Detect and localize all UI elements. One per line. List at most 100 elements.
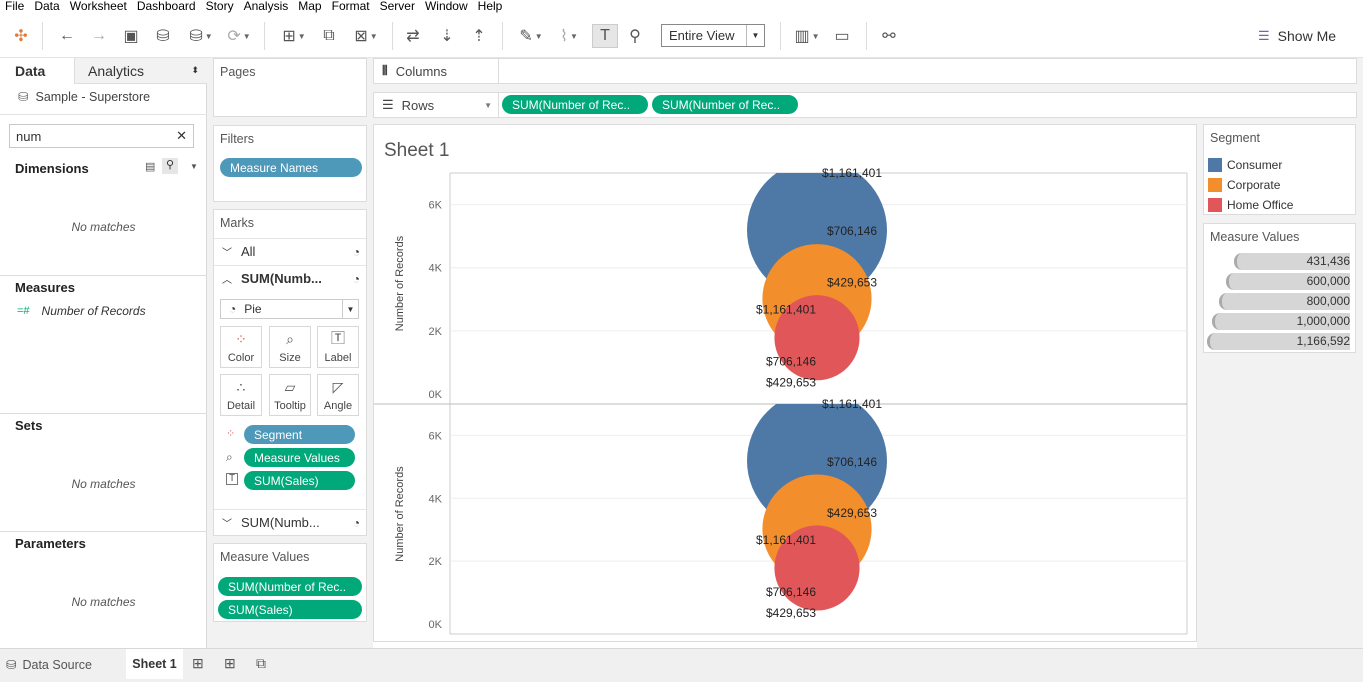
marks-color-button[interactable]: ⁘ Color: [220, 326, 262, 368]
menu-story[interactable]: Story: [205, 0, 234, 13]
mark-type-dropdown[interactable]: ◔ Pie ▼: [220, 299, 359, 319]
mark-label: $429,653: [766, 376, 816, 390]
pages-card[interactable]: Pages: [213, 58, 367, 117]
rows-shelf[interactable]: ☰ Rows ▼ SUM(Number of Rec.. SUM(Number …: [373, 92, 1357, 118]
clear-sheet-icon[interactable]: ⊠ ▼: [354, 28, 378, 45]
new-worksheet-icon[interactable]: ⊞ ▼: [282, 28, 306, 45]
parameters-empty: No matches: [71, 595, 136, 609]
pie-mark-home-office[interactable]: [774, 295, 860, 381]
new-worksheet-icon[interactable]: ⊞: [192, 655, 204, 671]
measure-value-pill-sum-sales[interactable]: SUM(Sales): [218, 600, 362, 619]
fit-dropdown[interactable]: Entire View ▼: [661, 24, 765, 47]
sheet-title: Sheet 1: [384, 140, 450, 161]
sort-descending-icon[interactable]: ⇡: [472, 28, 486, 45]
redo-icon[interactable]: →: [91, 27, 107, 44]
columns-shelf[interactable]: ⦀ Columns: [373, 58, 1357, 84]
menu-worksheet[interactable]: Worksheet: [69, 0, 127, 13]
presentation-mode-icon[interactable]: ▭: [834, 28, 850, 45]
share-icon[interactable]: ⚯: [882, 28, 896, 45]
marks-row-sum-number-1[interactable]: ︿ SUM(Numb... ◔: [214, 265, 366, 291]
rows-label: Rows: [401, 97, 435, 113]
new-datasource-icon[interactable]: ⛁: [156, 28, 170, 45]
tab-data[interactable]: Data: [15, 63, 46, 79]
duplicate-sheet-icon[interactable]: ⧉: [323, 27, 335, 44]
menu-window[interactable]: Window: [424, 0, 468, 13]
menu-dashboard[interactable]: Dashboard: [136, 0, 196, 13]
marks-row-sum-number-2[interactable]: ﹀ SUM(Numb... ◔: [214, 509, 366, 535]
find-field-icon[interactable]: ⚲: [162, 158, 178, 174]
show-cards-icon[interactable]: ▥ ▼: [794, 28, 820, 45]
marks-size-button[interactable]: ⌕ Size: [269, 326, 311, 368]
dimensions-heading: Dimensions: [15, 161, 89, 176]
menu-analysis[interactable]: Analysis: [243, 0, 289, 13]
legend-item-consumer[interactable]: Consumer: [1208, 156, 1282, 174]
sort-ascending-icon[interactable]: ⇣: [440, 28, 454, 45]
chevron-up-icon: ︿: [222, 275, 232, 286]
menu-file[interactable]: File: [5, 0, 25, 13]
save-icon[interactable]: ▣: [123, 28, 139, 45]
data-source-tab[interactable]: ⛁ Data Source: [6, 657, 92, 673]
new-dashboard-icon[interactable]: ⊞: [224, 655, 236, 671]
legends-pane: Segment Consumer Corporate Home Office M…: [1197, 124, 1363, 648]
show-mark-labels-icon[interactable]: T: [592, 24, 618, 48]
sheet-tab-sheet-1[interactable]: Sheet 1: [126, 649, 183, 679]
pause-updates-icon[interactable]: ⛁ ▼: [189, 28, 213, 45]
marks-angle-button[interactable]: ◸ Angle: [317, 374, 359, 416]
group-icon[interactable]: ⌇ ▼: [560, 28, 578, 45]
mark-field-sum-sales[interactable]: SUM(Sales): [244, 471, 355, 490]
undo-icon[interactable]: ←: [59, 27, 75, 44]
size-legend-value: 1,166,592: [1296, 334, 1350, 348]
highlight-icon[interactable]: ✎ ▼: [519, 28, 543, 45]
show-me-button[interactable]: ☰ Show Me: [1258, 26, 1336, 46]
mark-field-segment[interactable]: Segment: [244, 425, 355, 444]
pin-icon[interactable]: ⚲: [629, 28, 641, 45]
y-tick-label: 0K: [429, 389, 443, 401]
measure-values-card: Measure Values SUM(Number of Rec.. SUM(S…: [213, 543, 367, 622]
datasource-item[interactable]: ⛁ Sample - Superstore: [18, 89, 150, 105]
measure-item-number-of-records[interactable]: =# Number of Records: [17, 304, 146, 318]
new-story-icon[interactable]: ⧉: [256, 655, 266, 671]
color-encoding-icon: ⁘: [226, 428, 236, 440]
mark-type-value: Pie: [244, 302, 262, 316]
segment-legend-title: Segment: [1210, 131, 1261, 145]
search-input[interactable]: num ✕: [9, 124, 194, 148]
dimensions-empty: No matches: [71, 220, 136, 234]
measure-values-title: Measure Values: [220, 550, 310, 564]
size-legend-bar: [1207, 333, 1350, 350]
measure-value-pill-number-of-records[interactable]: SUM(Number of Rec..: [218, 577, 362, 596]
detail-label: Detail: [226, 400, 256, 412]
menu-server[interactable]: Server: [379, 0, 415, 13]
pages-title: Pages: [220, 65, 256, 79]
segment-legend: Segment Consumer Corporate Home Office: [1203, 124, 1356, 215]
pie-mark-home-office[interactable]: [774, 525, 860, 611]
tableau-logo-icon[interactable]: ✣: [14, 28, 28, 45]
legend-swatch: [1208, 178, 1222, 192]
menu-map[interactable]: Map: [298, 0, 322, 13]
mark-label: $1,161,401: [756, 533, 816, 547]
rows-pill-2[interactable]: SUM(Number of Rec..: [652, 95, 798, 114]
swap-rows-columns-icon[interactable]: ⇄: [406, 28, 420, 45]
menu-help[interactable]: Help: [477, 0, 503, 13]
mark-label: $429,653: [827, 506, 877, 520]
mark-field-measure-values[interactable]: Measure Values: [244, 448, 355, 467]
legend-item-corporate[interactable]: Corporate: [1208, 176, 1280, 194]
filters-title: Filters: [220, 132, 255, 146]
marks-detail-button[interactable]: ∴ Detail: [220, 374, 262, 416]
dimensions-menu-icon[interactable]: ▼: [190, 162, 198, 171]
marks-tooltip-button[interactable]: ▱ Tooltip: [269, 374, 311, 416]
marks-label-button[interactable]: 🅃 Label: [317, 326, 359, 368]
tab-analytics[interactable]: Analytics ⬍: [74, 58, 207, 84]
refresh-icon[interactable]: ⟳ ▼: [227, 28, 251, 45]
filters-card[interactable]: Filters Measure Names: [213, 125, 367, 202]
y-axis-title: Number of Records: [394, 466, 406, 562]
marks-row-1-label: SUM(Numb...: [241, 271, 322, 286]
menu-data[interactable]: Data: [34, 0, 60, 13]
view-list-icon[interactable]: ▤: [145, 161, 156, 173]
y-tick-label: 4K: [429, 493, 443, 505]
marks-row-all[interactable]: ﹀ All ◔: [214, 238, 366, 264]
filter-pill-measure-names[interactable]: Measure Names: [220, 158, 362, 177]
menu-format[interactable]: Format: [331, 0, 370, 13]
legend-item-home-office[interactable]: Home Office: [1208, 196, 1293, 214]
clear-search-icon[interactable]: ✕: [176, 128, 187, 143]
rows-pill-1[interactable]: SUM(Number of Rec..: [502, 95, 648, 114]
